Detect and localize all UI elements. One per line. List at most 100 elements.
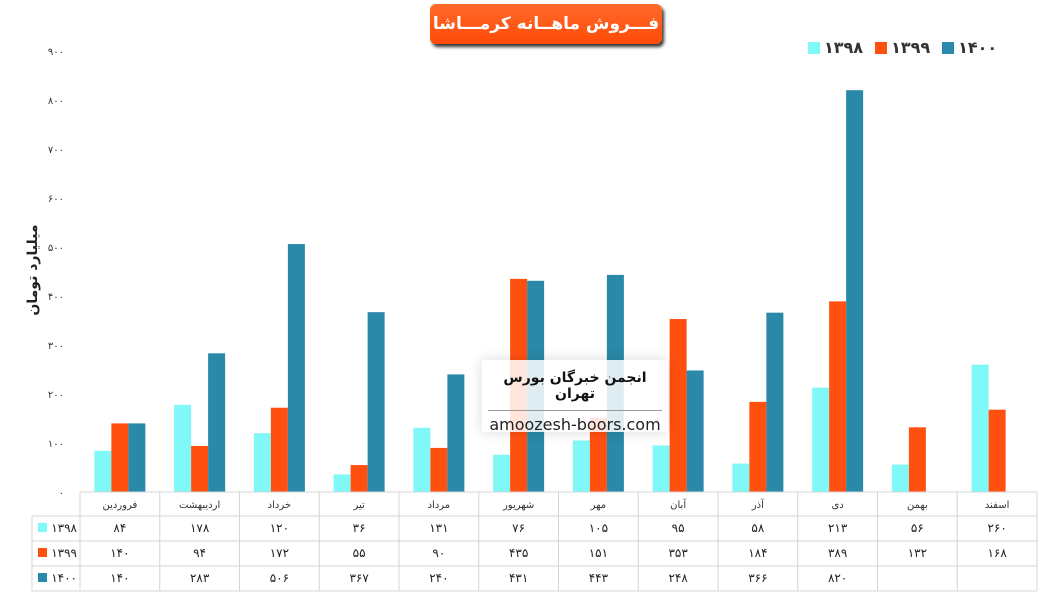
bar-1399 (350, 465, 368, 492)
legend-swatch (875, 41, 888, 54)
bar-1399 (749, 401, 767, 492)
table-header-cell: اسفند (985, 500, 1009, 511)
y-tick-label: ۱۰۰ (48, 439, 64, 450)
table-cell: ۱۴۰ (110, 546, 129, 560)
y-tick-label: ۴۰۰ (48, 292, 64, 303)
bar-1400 (846, 90, 864, 492)
bar-1398 (732, 463, 750, 492)
watermark-url: amoozesh-boors.com (488, 410, 662, 434)
table-cell: ۹۵ (672, 521, 685, 535)
y-tick-label: ۳۰۰ (48, 341, 64, 352)
bar-1398 (174, 404, 192, 492)
table-row-label: ۱۴۰۰ (51, 571, 77, 585)
bar-1400 (686, 370, 704, 492)
table-cell: ۳۸۹ (828, 546, 847, 560)
bar-1399 (908, 427, 926, 492)
table-cell: ۲۴۰ (429, 571, 448, 585)
table-cell: ۱۳۱ (429, 521, 448, 535)
legend: ۱۳۹۸ ۱۳۹۹ ۱۴۰۰ (808, 38, 997, 57)
table-cell: ۳۶۶ (748, 571, 767, 585)
table-cell: ۸۲۰ (828, 571, 847, 585)
bar-1399 (191, 445, 209, 492)
bar-1398 (971, 364, 989, 492)
table-cell: ۴۴۳ (589, 571, 609, 585)
table-cell: ۲۴۸ (668, 571, 688, 585)
table-cell: ۵۸ (751, 521, 764, 535)
legend-item-1400: ۱۴۰۰ (942, 38, 997, 57)
bar-1398 (413, 427, 431, 492)
table-cell: ۴۳۵ (509, 546, 528, 560)
bar-1398 (652, 445, 670, 492)
table-cell: ۹۴ (193, 546, 206, 560)
bar-1399 (669, 319, 687, 492)
y-tick-label: ۸۰۰ (48, 96, 64, 107)
table-header-cell: فروردین (102, 500, 137, 511)
table-row-label: ۱۳۹۸ (51, 521, 77, 535)
y-tick-label: ۹۰۰ (48, 47, 64, 58)
table-cell: ۴۳۱ (509, 571, 528, 585)
bar-1399 (270, 407, 288, 492)
bar-1400 (367, 312, 385, 492)
table-cell: ۱۵۱ (589, 546, 608, 560)
table-header-cell: مهر (590, 500, 606, 511)
bar-1399 (829, 301, 847, 492)
table-cell: ۲۸۳ (190, 571, 210, 585)
table-cell: ۱۳۲ (908, 546, 927, 560)
table-cell: ۱۴۰ (110, 571, 129, 585)
table-legend-swatch (38, 573, 47, 582)
legend-label: ۱۴۰۰ (958, 38, 998, 57)
table-cell: ۳۶۷ (349, 571, 369, 585)
watermark-title: انجمن خبرگان بورس تهران (503, 370, 647, 402)
legend-label: ۱۳۹۹ (891, 38, 931, 57)
bar-1399 (589, 418, 607, 492)
table-header-cell: تیر (352, 500, 365, 511)
table-cell: ۲۱۳ (828, 521, 848, 535)
table-legend-swatch (38, 523, 47, 532)
table-cell: ۳۵۳ (668, 546, 688, 560)
table-cell: ۱۷۸ (190, 521, 210, 535)
legend-swatch (808, 41, 820, 54)
bar-1399 (430, 447, 448, 492)
bar-1399 (111, 423, 129, 492)
bar-1398 (812, 387, 830, 492)
legend-swatch (942, 41, 955, 54)
table-cell: ۵۰۶ (270, 571, 289, 585)
bar-1400 (766, 312, 784, 492)
table-cell: ۸۴ (113, 521, 126, 535)
bar-1398 (253, 433, 271, 492)
table-cell: ۱۸۴ (748, 546, 767, 560)
y-tick-label: ۲۰۰ (48, 390, 64, 401)
y-tick-label: ۰ (59, 488, 64, 499)
table-header-cell: آذر (751, 498, 765, 511)
table-cell: ۷۶ (512, 521, 525, 535)
table-header-cell: شهریور (502, 500, 534, 511)
table-row-label: ۱۳۹۹ (51, 546, 77, 560)
table-cell: ۲۶۰ (987, 521, 1006, 535)
bar-1398 (572, 440, 590, 492)
y-tick-label: ۶۰۰ (48, 194, 64, 205)
table-header-cell: مرداد (428, 500, 451, 511)
bar-1398 (493, 454, 511, 492)
table-cell: ۱۲۰ (270, 521, 289, 535)
watermark: انجمن خبرگان بورس تهران amoozesh-boors.c… (482, 360, 668, 434)
table-header-cell: بهمن (907, 500, 928, 511)
legend-item-1399: ۱۳۹۹ (875, 38, 930, 57)
bar-1400 (128, 423, 146, 492)
bar-1400 (287, 244, 305, 492)
table-header-cell: خرداد (268, 500, 291, 511)
table-cell: ۳۶ (353, 521, 366, 535)
table-header-cell: اردیبهشت (179, 500, 220, 511)
y-tick-label: ۷۰۰ (48, 145, 64, 156)
bar-1398 (94, 450, 112, 492)
table-cell: ۵۶ (911, 521, 924, 535)
bar-1399 (988, 409, 1006, 492)
legend-item-1398: ۱۳۹۸ (808, 38, 863, 57)
table-header-cell: آبان (670, 498, 687, 511)
table-cell: ۹۰ (432, 546, 445, 560)
table-cell: ۵۵ (353, 546, 366, 560)
chart-title: فـــروش ماهــانه کرمـــاشا (430, 4, 662, 44)
table-header-cell: دی (831, 500, 843, 511)
table-cell: ۱۷۲ (270, 546, 289, 560)
table-legend-swatch (38, 548, 47, 557)
